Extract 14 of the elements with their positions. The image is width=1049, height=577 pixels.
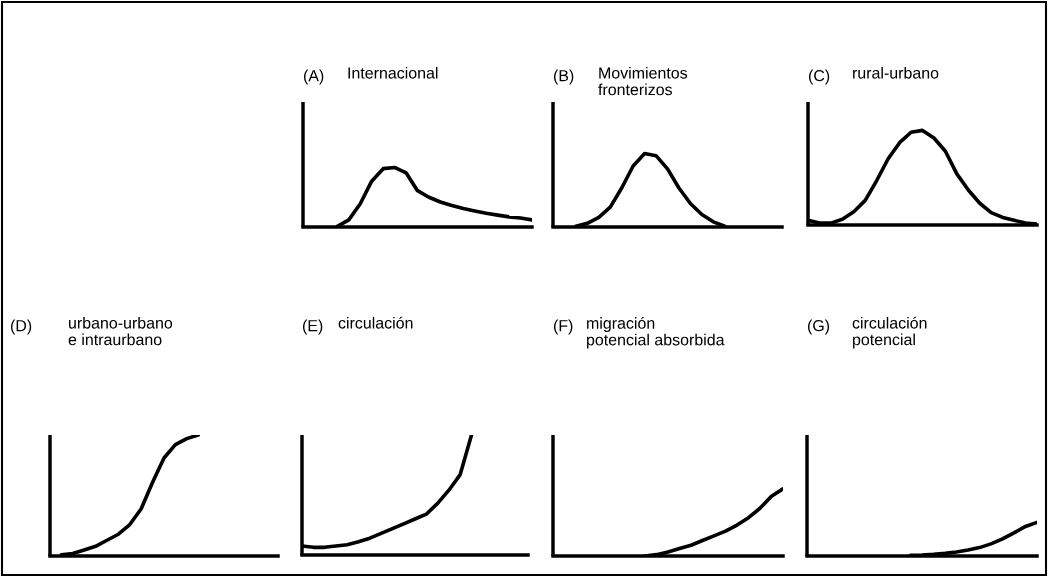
chart-title: (E) — [302, 319, 323, 335]
chart-subtitle: Movimientos fronterizos — [598, 66, 688, 96]
chart-title: (F) — [553, 319, 573, 335]
chart-subtitle: rural-urbano — [853, 66, 939, 79]
chart-title: (A) — [303, 69, 324, 85]
chart-subtitle: circulación potencial — [852, 316, 927, 349]
chart-subtitle: Internacional — [348, 66, 438, 79]
chart-title: (C) — [808, 69, 830, 85]
chart-title: (B) — [553, 69, 574, 85]
chart-subtitle: urbano-urbano e intraurbano — [68, 316, 173, 346]
chart-subtitle: migración potencial absorbida — [587, 316, 725, 349]
chart-title: (G) — [807, 319, 830, 335]
chart-subtitle: circulación — [338, 316, 413, 329]
chart-title: (D) — [10, 319, 32, 335]
